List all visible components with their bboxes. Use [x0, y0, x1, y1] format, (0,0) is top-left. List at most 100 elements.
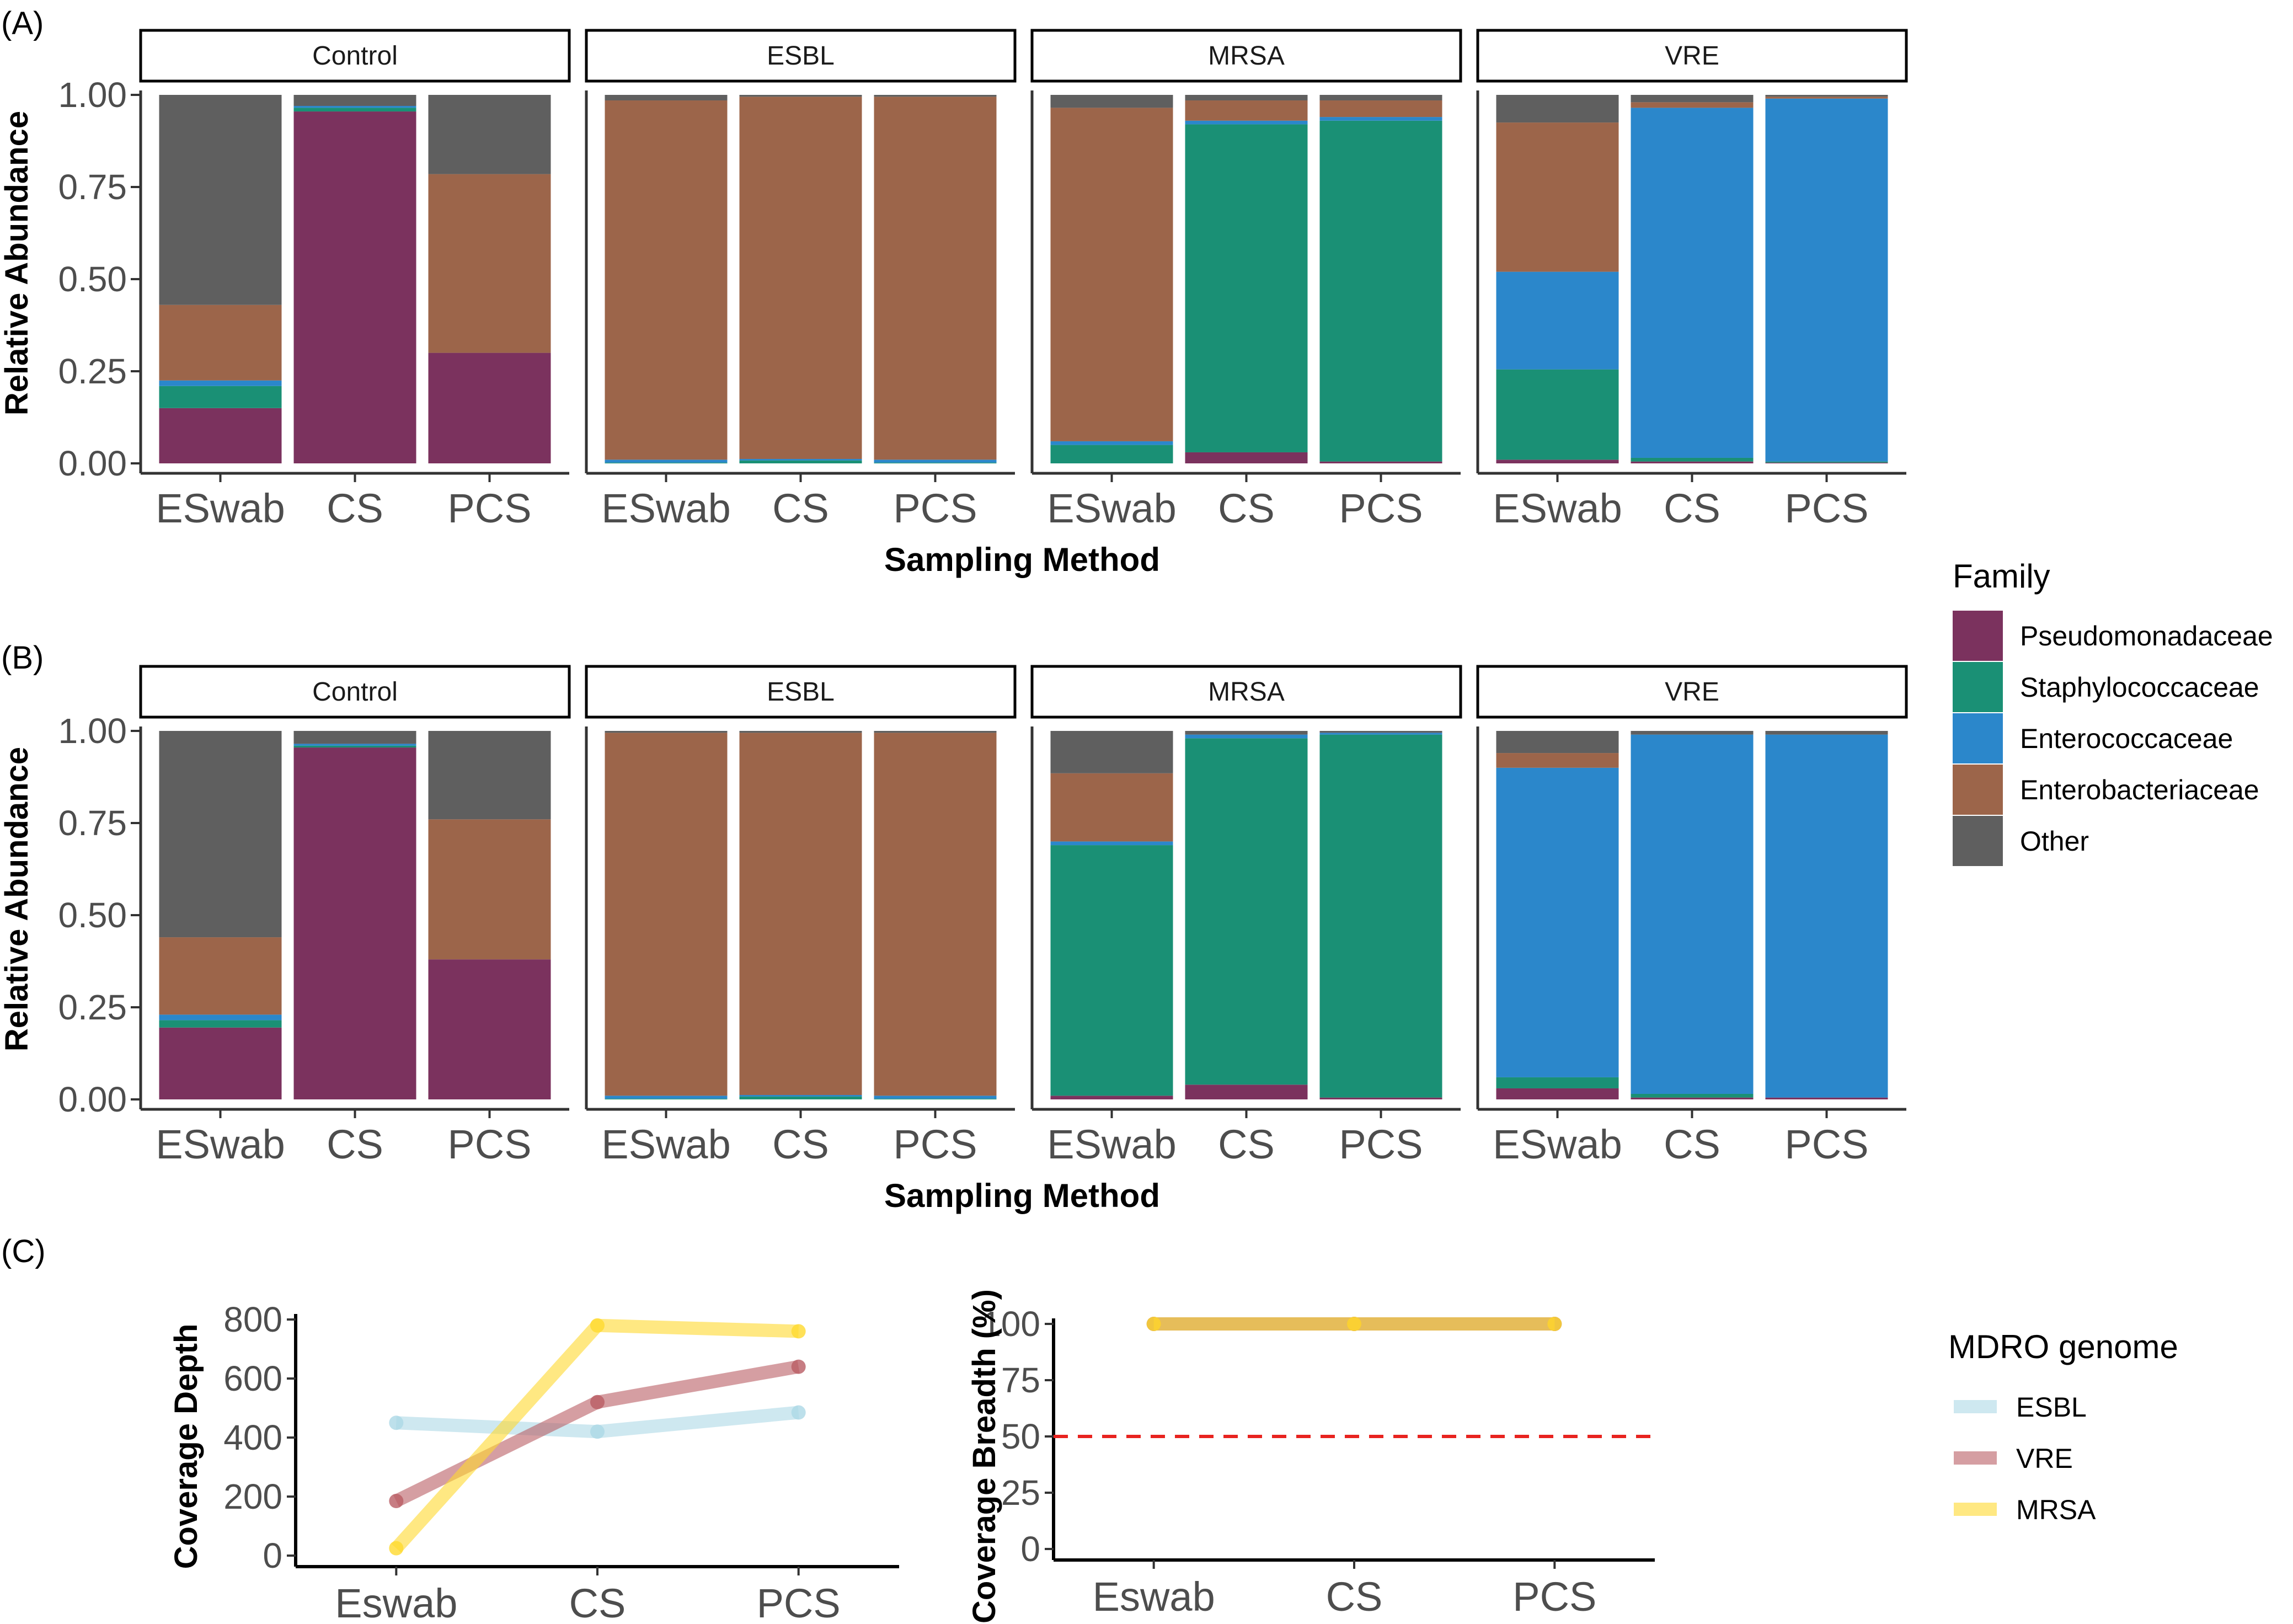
panel-b-bar-control-eswab-other	[159, 731, 282, 938]
panel-a-bar-vre-pcs-enterobacteriaceae	[1765, 97, 1888, 99]
panel-b-bar-vre-cs-pseudomonadaceae	[1631, 1097, 1754, 1099]
panel-b-bar-control-cs-pseudomonadaceae	[293, 747, 416, 1099]
family-legend-label-other: Other	[2020, 826, 2089, 857]
family-legend-label-staphylococcaceae: Staphylococcaceae	[2020, 672, 2259, 703]
c-left-y-tick-label: 800	[223, 1300, 282, 1339]
panel-a-x-tick-label: PCS	[1339, 485, 1423, 531]
panel-b-bar-vre-cs-staphylococcaceae	[1631, 1093, 1754, 1098]
panel-a-bar-control-cs-pseudomonadaceae	[293, 111, 416, 463]
panel-c-label: (C)	[1, 1233, 46, 1269]
panel-b-bar-vre-eswab-staphylococcaceae	[1496, 1077, 1619, 1088]
panel-b-bar-mrsa-pcs-enterococcaceae	[1319, 733, 1442, 735]
c-right-y-tick-label: 50	[1001, 1417, 1040, 1456]
c-left-point-esbl-eswab	[389, 1415, 404, 1430]
c-left-y-tick-label: 200	[223, 1477, 282, 1516]
panel-a-x-tick-label: ESwab	[1493, 485, 1622, 531]
panel-a-bar-esbl-cs-enterococcaceae	[739, 458, 862, 461]
panel-a-bar-esbl-eswab-other	[605, 95, 728, 101]
family-legend-title: Family	[1953, 558, 2050, 595]
mdro-legend-title: MDRO genome	[1948, 1328, 2178, 1365]
c-left-point-mrsa-eswab	[389, 1541, 404, 1556]
panel-a-x-tick-label: PCS	[893, 485, 977, 531]
family-legend-key-other	[1953, 816, 2003, 866]
panel-b-bar-mrsa-cs-pseudomonadaceae	[1185, 1085, 1308, 1099]
panel-b-x-tick-label: ESwab	[601, 1121, 730, 1167]
c-left-y-tick-label: 600	[223, 1359, 282, 1398]
panel-a-bar-control-eswab-other	[159, 95, 282, 305]
panel-b-strip-label-mrsa: MRSA	[1208, 677, 1285, 707]
c-left-y-tick-label: 400	[223, 1418, 282, 1457]
c-left-point-esbl-pcs	[791, 1405, 806, 1420]
panel-b-bar-vre-cs-other	[1631, 731, 1754, 735]
panel-b-bar-control-cs-staphylococcaceae	[293, 745, 416, 748]
panel-a-bar-control-pcs-other	[428, 95, 551, 174]
panel-b-bar-mrsa-pcs-pseudomonadaceae	[1319, 1097, 1442, 1099]
panel-b-x-tick-label: CS	[772, 1121, 829, 1167]
panel-b-bar-esbl-cs-other	[739, 731, 862, 733]
panel-a-bar-vre-cs-other	[1631, 95, 1754, 103]
panel-a-y-tick-label: 1.00	[58, 75, 127, 115]
panel-b-bar-esbl-eswab-other	[605, 731, 728, 733]
panel-b-x-tick-label: CS	[1664, 1121, 1720, 1167]
c-left-point-vre-eswab	[389, 1494, 404, 1509]
panel-b-bar-mrsa-cs-enterococcaceae	[1185, 734, 1308, 739]
panel-b-bar-esbl-pcs-enterobacteriaceae	[874, 733, 997, 1096]
panel-b-bar-control-pcs-enterobacteriaceae	[428, 819, 551, 960]
panel-a-bar-mrsa-cs-enterococcaceae	[1185, 120, 1308, 125]
panel-a-x-tick-label: CS	[772, 485, 829, 531]
panel-a-bar-vre-cs-pseudomonadaceae	[1631, 461, 1754, 463]
c-left-point-vre-pcs	[791, 1359, 806, 1374]
panel-b-bar-esbl-pcs-other	[874, 731, 997, 733]
panel-a-bar-vre-cs-enterococcaceae	[1631, 108, 1754, 458]
panel-b-bar-mrsa-pcs-other	[1319, 731, 1442, 733]
family-legend-key-enterococcaceae	[1953, 713, 2003, 763]
panel-b-bar-mrsa-cs-other	[1185, 731, 1308, 735]
c-left-point-vre-cs	[590, 1395, 605, 1409]
panel-b-bar-control-eswab-pseudomonadaceae	[159, 1027, 282, 1099]
panel-b-bar-mrsa-eswab-pseudomonadaceae	[1050, 1096, 1173, 1099]
panel-a-strip-esbl	[585, 29, 1017, 83]
panel-a-strip-label-esbl: ESBL	[767, 41, 835, 71]
panel-b-bar-mrsa-pcs-staphylococcaceae	[1319, 734, 1442, 1098]
panel-a-bar-mrsa-cs-enterobacteriaceae	[1185, 100, 1308, 121]
panel-b-bar-vre-pcs-other	[1765, 731, 1888, 735]
panel-a-bar-esbl-cs-staphylococcaceae	[739, 460, 862, 463]
panel-a-x-tick-label: CS	[327, 485, 383, 531]
panel-a-bar-control-cs-staphylococcaceae	[293, 108, 416, 112]
panel-a-bar-control-cs-other	[293, 95, 416, 106]
panel-a-strip-label-control: Control	[312, 41, 398, 71]
panel-a-bar-control-pcs-enterobacteriaceae	[428, 174, 551, 353]
panel-a-bar-mrsa-cs-other	[1185, 95, 1308, 101]
panel-b-label: (B)	[1, 640, 44, 676]
panel-b-y-tick-label: 0.50	[58, 895, 127, 935]
panel-a-x-title: Sampling Method	[884, 541, 1160, 578]
c-left-x-tick-label: PCS	[757, 1580, 841, 1624]
panel-b-x-tick-label: PCS	[1784, 1121, 1868, 1167]
mdro-legend-label-mrsa: MRSA	[2016, 1494, 2096, 1525]
c-right-point-mrsa-pcs	[1547, 1317, 1562, 1331]
panel-b-strip-mrsa	[1030, 665, 1462, 719]
panel-a-bar-mrsa-pcs-staphylococcaceae	[1319, 120, 1442, 462]
family-legend-key-enterobacteriaceae	[1953, 765, 2003, 815]
panel-a-bar-control-pcs-pseudomonadaceae	[428, 352, 551, 463]
panel-a-bar-mrsa-eswab-staphylococcaceae	[1050, 445, 1173, 463]
panel-b-strip-label-vre: VRE	[1665, 677, 1719, 707]
panel-b-y-title: Relative Abundance	[0, 747, 35, 1051]
panel-b-bar-control-pcs-other	[428, 731, 551, 820]
panel-a-chart: 0.00 0.25 0.50 0.75 1.00 Control ESwab CS PCS ESB…	[58, 29, 1908, 531]
c-right-point-mrsa-eswab	[1146, 1317, 1161, 1331]
c-right-point-mrsa-cs	[1347, 1317, 1361, 1331]
panel-a-y-tick-label: 0.00	[58, 444, 127, 483]
panel-b-x-tick-label: CS	[1218, 1121, 1275, 1167]
panel-a-strip-label-vre: VRE	[1665, 41, 1719, 71]
family-legend-key-staphylococcaceae	[1953, 662, 2003, 712]
c-right-y-tick-label: 0	[1020, 1529, 1040, 1569]
c-right-y-tick-label: 25	[1001, 1473, 1040, 1513]
panel-a-strip-control	[139, 29, 571, 83]
panel-b-x-tick-label: PCS	[893, 1121, 977, 1167]
panel-a-label: (A)	[1, 6, 44, 41]
panel-a-x-tick-label: CS	[1218, 485, 1275, 531]
panel-a-bar-vre-cs-enterobacteriaceae	[1631, 102, 1754, 108]
panel-b-y-tick-label: 1.00	[58, 711, 127, 751]
panel-b-bar-esbl-eswab-enterococcaceae	[605, 1096, 728, 1099]
